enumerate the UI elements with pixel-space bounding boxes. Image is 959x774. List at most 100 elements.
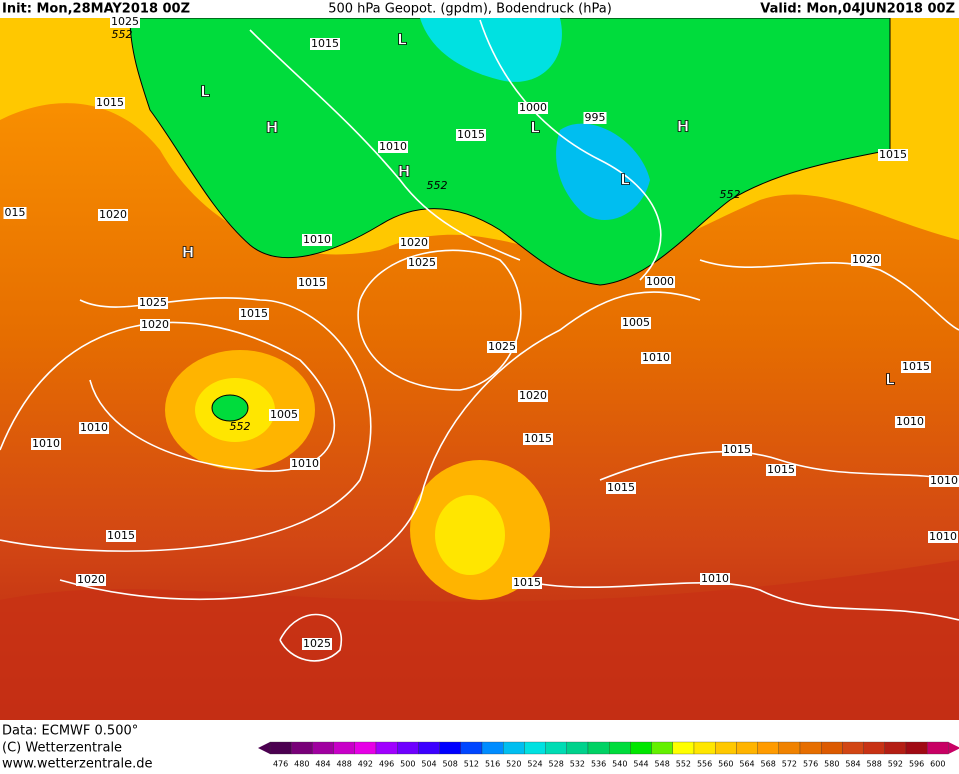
colorbar-swatch: [546, 742, 567, 754]
colorbar-label: 540: [612, 760, 627, 769]
colorbar-swatch: [524, 742, 545, 754]
colorbar-label: 600: [930, 760, 945, 769]
isoline-label: 1010: [929, 530, 957, 543]
pressure-center: H: [398, 163, 411, 181]
isoline-label: 1015: [902, 360, 930, 373]
colorbar-swatch: [461, 742, 482, 754]
colorbar-swatch: [906, 742, 927, 754]
colorbar-swatch: [334, 742, 355, 754]
isoline-label: 1025: [139, 296, 167, 309]
pressure-center: L: [530, 119, 540, 137]
colorbar-swatch: [864, 742, 885, 754]
colorbar-swatch: [630, 742, 651, 754]
valid-time: Valid: Mon,04JUN2018 00Z: [760, 2, 955, 17]
isoline-label: 1010: [303, 233, 331, 246]
colorbar-swatch: [715, 742, 736, 754]
colorbar-swatch: [291, 742, 312, 754]
isoline-label: 1015: [723, 443, 751, 456]
colorbar-label: 572: [782, 760, 797, 769]
colorbar-swatch: [503, 742, 524, 754]
colorbar-label: 496: [379, 760, 394, 769]
isoline-label: 1025: [111, 15, 139, 28]
isoline-label: 1015: [311, 37, 339, 50]
colorbar-label: 592: [888, 760, 903, 769]
colorbar-label: 516: [485, 760, 500, 769]
isoline-label: 1025: [303, 637, 331, 650]
isoline-label: 1010: [32, 437, 60, 450]
isoline-label: 1010: [291, 457, 319, 470]
copyright: (C) Wetterzentrale: [2, 741, 122, 756]
isoline-label: 1015: [879, 148, 907, 161]
isoline-label: 1000: [519, 101, 547, 114]
colorbar-label: 520: [506, 760, 521, 769]
colorbar-swatch: [397, 742, 418, 754]
colorbar-label: 560: [718, 760, 733, 769]
colorbar-label: 556: [697, 760, 712, 769]
colorbar-swatch: [758, 742, 779, 754]
colorbar-swatch: [355, 742, 376, 754]
isoline-label: 1015: [457, 128, 485, 141]
isoline-label: 1005: [270, 408, 298, 421]
isoline-label: 1015: [524, 432, 552, 445]
isoline-label: 552: [720, 188, 741, 201]
pressure-center: L: [620, 171, 630, 189]
isoline-label: 1025: [488, 340, 516, 353]
colorbar-swatch: [609, 742, 630, 754]
isoline-label: 1015: [298, 276, 326, 289]
colorbar-label: 528: [549, 760, 564, 769]
colorbar-label: 488: [337, 760, 352, 769]
colorbar-swatch: [588, 742, 609, 754]
isoline-label: 1010: [896, 415, 924, 428]
website: www.wetterzentrale.de: [2, 757, 152, 771]
pressure-center: L: [885, 371, 895, 389]
isoline-label: 1015: [607, 481, 635, 494]
colorbar-label: 508: [443, 760, 458, 769]
colorbar-swatch: [652, 742, 673, 754]
colorbar-swatch: [418, 742, 439, 754]
data-source: Data: ECMWF 0.500°: [2, 724, 138, 739]
colorbar-swatch: [842, 742, 863, 754]
colorbar-label: 536: [591, 760, 606, 769]
colorbar-swatch: [376, 742, 397, 754]
colorbar-swatch: [482, 742, 503, 754]
colorbar-swatch: [779, 742, 800, 754]
colorbar-label: 484: [315, 760, 330, 769]
colorbar-label: 564: [739, 760, 754, 769]
colorbar-swatch: [800, 742, 821, 754]
isoline-label: 552: [427, 179, 448, 192]
isoline-label: 1015: [107, 529, 135, 542]
pressure-center: H: [677, 118, 690, 136]
colorbar-swatch: [673, 742, 694, 754]
isoline-label: 1015: [96, 96, 124, 109]
colorbar-swatch: [312, 742, 333, 754]
low-core: [212, 395, 248, 421]
colorbar-label: 500: [400, 760, 415, 769]
pressure-center: L: [200, 83, 210, 101]
colorbar-label: 524: [527, 760, 542, 769]
colorbar-label: 568: [761, 760, 776, 769]
isoline-label: 1015: [513, 576, 541, 589]
isoline-label: 1020: [519, 389, 547, 402]
isoline-label: 1010: [701, 572, 729, 585]
isoline-label: 1015: [767, 463, 795, 476]
isoline-label: 1025: [408, 256, 436, 269]
colorbar-label: 580: [824, 760, 839, 769]
isoline-label: 1020: [400, 236, 428, 249]
colorbar-label: 548: [655, 760, 670, 769]
pressure-center: H: [182, 244, 195, 262]
isoline-label: 1020: [99, 208, 127, 221]
colorbar-label: 476: [273, 760, 288, 769]
init-time: Init: Mon,28MAY2018 00Z: [2, 2, 190, 17]
colorbar-swatch: [440, 742, 461, 754]
isoline-label: 552: [230, 420, 251, 433]
colorbar-label: 576: [803, 760, 818, 769]
iberia-core: [435, 495, 505, 575]
isoline-label: 1010: [80, 421, 108, 434]
pressure-center: H: [266, 119, 279, 137]
colorbar-swatch: [821, 742, 842, 754]
isoline-label: 995: [585, 111, 606, 124]
isoline-label: 1020: [852, 253, 880, 266]
colorbar-label: 480: [294, 760, 309, 769]
colorbar-label: 512: [464, 760, 479, 769]
